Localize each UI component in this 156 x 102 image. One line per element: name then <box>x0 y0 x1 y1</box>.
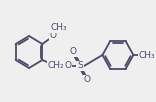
Text: CH₂: CH₂ <box>48 62 64 70</box>
Text: S: S <box>77 62 83 70</box>
Text: O: O <box>64 62 71 70</box>
Text: CH₃: CH₃ <box>139 50 155 59</box>
Text: CH₃: CH₃ <box>51 23 67 33</box>
Text: O: O <box>83 75 90 84</box>
Text: O: O <box>49 32 56 40</box>
Text: O: O <box>70 48 77 57</box>
